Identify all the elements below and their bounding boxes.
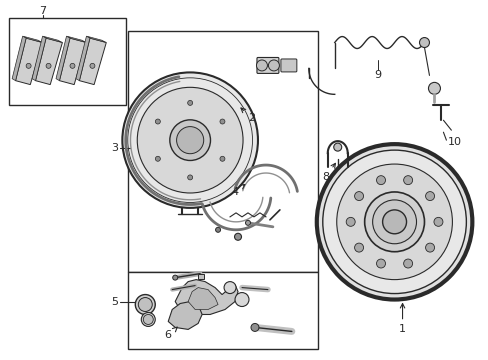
Circle shape bbox=[137, 87, 243, 193]
Bar bbox=[9, 18, 126, 105]
Polygon shape bbox=[43, 36, 61, 42]
Circle shape bbox=[427, 82, 440, 94]
Circle shape bbox=[403, 176, 412, 185]
Circle shape bbox=[176, 127, 203, 154]
Polygon shape bbox=[168, 302, 202, 329]
Text: 3: 3 bbox=[111, 143, 118, 153]
Circle shape bbox=[376, 176, 385, 185]
Text: 4: 4 bbox=[231, 184, 244, 197]
Text: 2: 2 bbox=[241, 108, 255, 123]
Circle shape bbox=[382, 210, 406, 234]
Circle shape bbox=[122, 72, 258, 208]
Circle shape bbox=[220, 119, 224, 124]
FancyBboxPatch shape bbox=[280, 59, 296, 72]
Circle shape bbox=[169, 120, 210, 161]
Polygon shape bbox=[23, 36, 41, 42]
Polygon shape bbox=[79, 38, 106, 85]
Circle shape bbox=[403, 259, 412, 268]
Polygon shape bbox=[76, 36, 90, 81]
Circle shape bbox=[215, 227, 220, 232]
Text: 1: 1 bbox=[398, 303, 405, 334]
Circle shape bbox=[245, 220, 250, 225]
Polygon shape bbox=[87, 36, 105, 42]
Circle shape bbox=[256, 60, 267, 71]
Bar bbox=[128, 272, 317, 349]
Circle shape bbox=[346, 217, 354, 226]
Circle shape bbox=[354, 243, 363, 252]
Bar bbox=[128, 31, 317, 272]
Circle shape bbox=[220, 156, 224, 161]
Circle shape bbox=[172, 275, 177, 280]
Polygon shape bbox=[175, 280, 238, 315]
Text: 5: 5 bbox=[111, 297, 118, 306]
Circle shape bbox=[376, 259, 385, 268]
Circle shape bbox=[135, 294, 155, 315]
Polygon shape bbox=[188, 288, 218, 310]
Circle shape bbox=[364, 192, 424, 252]
Circle shape bbox=[70, 63, 75, 68]
Polygon shape bbox=[36, 38, 62, 85]
Circle shape bbox=[141, 312, 155, 327]
Text: 8: 8 bbox=[322, 163, 335, 182]
Circle shape bbox=[46, 63, 51, 68]
Circle shape bbox=[26, 63, 31, 68]
Circle shape bbox=[90, 63, 95, 68]
Text: 7: 7 bbox=[39, 6, 46, 15]
Circle shape bbox=[143, 315, 153, 324]
Polygon shape bbox=[67, 36, 85, 42]
Circle shape bbox=[419, 37, 428, 48]
Circle shape bbox=[224, 282, 236, 293]
Circle shape bbox=[155, 119, 160, 124]
Polygon shape bbox=[56, 36, 70, 81]
Circle shape bbox=[322, 150, 466, 293]
Text: 6: 6 bbox=[164, 327, 177, 341]
Text: 9: 9 bbox=[373, 71, 381, 80]
Circle shape bbox=[235, 293, 248, 306]
Circle shape bbox=[425, 243, 434, 252]
Circle shape bbox=[316, 144, 471, 300]
Circle shape bbox=[268, 60, 279, 71]
Polygon shape bbox=[12, 36, 26, 81]
Text: 10: 10 bbox=[447, 137, 461, 147]
Bar bbox=[198, 274, 203, 279]
Circle shape bbox=[138, 298, 152, 311]
Circle shape bbox=[433, 217, 442, 226]
Polygon shape bbox=[60, 38, 86, 85]
Circle shape bbox=[187, 175, 192, 180]
Circle shape bbox=[234, 233, 241, 240]
FancyBboxPatch shape bbox=[256, 58, 278, 73]
Circle shape bbox=[250, 323, 259, 332]
Circle shape bbox=[372, 200, 416, 244]
Circle shape bbox=[354, 192, 363, 201]
Circle shape bbox=[425, 192, 434, 201]
Polygon shape bbox=[16, 38, 42, 85]
Circle shape bbox=[333, 143, 341, 151]
Circle shape bbox=[336, 164, 451, 280]
Circle shape bbox=[187, 100, 192, 105]
Polygon shape bbox=[32, 36, 46, 81]
Circle shape bbox=[155, 156, 160, 161]
